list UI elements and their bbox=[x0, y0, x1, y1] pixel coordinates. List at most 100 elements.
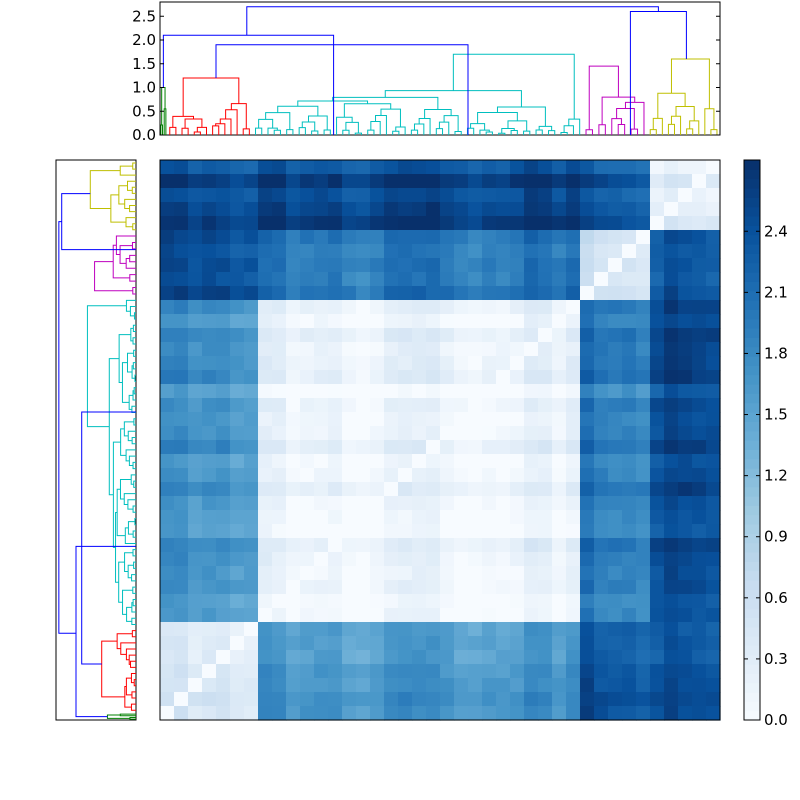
heatmap-cell bbox=[538, 216, 553, 231]
heatmap-cell bbox=[650, 468, 665, 483]
heatmap-cell bbox=[482, 160, 497, 175]
heatmap-cell bbox=[286, 356, 301, 371]
heatmap-cell bbox=[482, 426, 497, 441]
heatmap-cell bbox=[664, 356, 679, 371]
heatmap-cell bbox=[636, 622, 651, 637]
top-cluster-2-link bbox=[323, 129, 331, 135]
heatmap-cell bbox=[580, 342, 595, 357]
heatmap-cell bbox=[216, 496, 231, 511]
heatmap-cell bbox=[300, 594, 315, 609]
heatmap-cell bbox=[454, 524, 469, 539]
heatmap-cell bbox=[524, 650, 539, 665]
heatmap-cell bbox=[622, 692, 637, 707]
heatmap-cell bbox=[608, 594, 623, 609]
heatmap-cell bbox=[160, 426, 175, 441]
heatmap-cell bbox=[552, 174, 567, 189]
top-cluster-4-link bbox=[649, 129, 657, 135]
heatmap-cell bbox=[188, 510, 203, 525]
heatmap-cell bbox=[202, 482, 217, 497]
heatmap-cell bbox=[706, 650, 721, 665]
heatmap-cell bbox=[188, 678, 203, 693]
heatmap-cell bbox=[608, 468, 623, 483]
heatmap-cell bbox=[412, 580, 427, 595]
heatmap-cell bbox=[636, 566, 651, 581]
heatmap-cell bbox=[356, 174, 371, 189]
heatmap-cell bbox=[384, 482, 399, 497]
heatmap-cell bbox=[706, 384, 721, 399]
heatmap-cell bbox=[594, 580, 609, 595]
heatmap-cell bbox=[272, 524, 287, 539]
heatmap-cell bbox=[202, 664, 217, 679]
heatmap-cell bbox=[706, 398, 721, 413]
top-cluster-3-link bbox=[585, 129, 593, 135]
heatmap-cell bbox=[202, 202, 217, 217]
heatmap-cell bbox=[272, 468, 287, 483]
heatmap-cell bbox=[552, 272, 567, 287]
left-cluster-3-link bbox=[115, 235, 136, 256]
heatmap-cell bbox=[664, 314, 679, 329]
heatmap-cell bbox=[230, 384, 245, 399]
heatmap-cell bbox=[244, 692, 259, 707]
heatmap-cell bbox=[160, 706, 175, 721]
top-dendrogram-tick-label: 2.0 bbox=[132, 31, 156, 49]
heatmap-cell bbox=[594, 650, 609, 665]
heatmap-cell bbox=[468, 398, 483, 413]
heatmap-cell bbox=[314, 160, 329, 175]
heatmap-cell bbox=[300, 608, 315, 623]
heatmap-cell bbox=[566, 552, 581, 567]
heatmap-cell bbox=[216, 552, 231, 567]
heatmap-cell bbox=[664, 636, 679, 651]
heatmap-cell bbox=[496, 664, 511, 679]
heatmap-cell bbox=[426, 692, 441, 707]
heatmap-cell bbox=[594, 692, 609, 707]
heatmap-cell bbox=[622, 664, 637, 679]
heatmap-cell bbox=[328, 510, 343, 525]
heatmap-cell bbox=[608, 580, 623, 595]
heatmap-cell bbox=[244, 244, 259, 259]
heatmap-cell bbox=[272, 160, 287, 175]
heatmap-cell bbox=[230, 594, 245, 609]
heatmap-cell bbox=[454, 454, 469, 469]
heatmap-cell bbox=[230, 314, 245, 329]
heatmap-cell bbox=[216, 580, 231, 595]
heatmap-cell bbox=[496, 538, 511, 553]
heatmap-cell bbox=[412, 692, 427, 707]
colorbar-tick-label: 2.1 bbox=[764, 283, 788, 301]
heatmap-cell bbox=[608, 160, 623, 175]
heatmap-cell bbox=[300, 650, 315, 665]
heatmap-cell bbox=[678, 272, 693, 287]
colorbar-segment bbox=[744, 290, 760, 301]
heatmap-cell bbox=[230, 398, 245, 413]
heatmap-cell bbox=[370, 328, 385, 343]
heatmap-cell bbox=[384, 398, 399, 413]
heatmap-cell bbox=[426, 594, 441, 609]
heatmap-cell bbox=[538, 482, 553, 497]
heatmap-cell bbox=[216, 188, 231, 203]
heatmap-cell bbox=[524, 440, 539, 455]
heatmap-cell bbox=[510, 202, 525, 217]
heatmap-cell bbox=[524, 454, 539, 469]
heatmap-cell bbox=[608, 286, 623, 301]
heatmap-cell bbox=[496, 230, 511, 245]
heatmap-cell bbox=[286, 524, 301, 539]
top-cluster-2-link bbox=[308, 115, 328, 131]
heatmap-cell bbox=[258, 202, 273, 217]
heatmap-cell bbox=[216, 454, 231, 469]
heatmap-cell bbox=[412, 664, 427, 679]
heatmap-cell bbox=[580, 370, 595, 385]
heatmap-cell bbox=[482, 608, 497, 623]
heatmap-cell bbox=[650, 342, 665, 357]
heatmap-cell bbox=[258, 398, 273, 413]
heatmap-cell bbox=[342, 706, 357, 721]
heatmap-cell bbox=[272, 286, 287, 301]
heatmap-cell bbox=[496, 384, 511, 399]
heatmap-cell bbox=[300, 510, 315, 525]
heatmap-cell bbox=[272, 398, 287, 413]
heatmap-cell bbox=[664, 202, 679, 217]
heatmap-cell bbox=[258, 678, 273, 693]
heatmap-cell bbox=[454, 510, 469, 525]
heatmap-cell bbox=[650, 398, 665, 413]
heatmap-cell bbox=[580, 594, 595, 609]
heatmap-cell bbox=[398, 538, 413, 553]
heatmap-cell bbox=[454, 594, 469, 609]
